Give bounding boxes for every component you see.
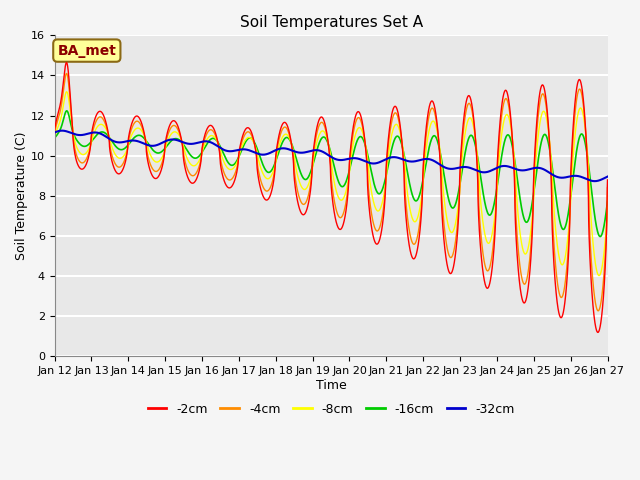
X-axis label: Time: Time [316,379,346,392]
Text: BA_met: BA_met [58,44,116,58]
Legend: -2cm, -4cm, -8cm, -16cm, -32cm: -2cm, -4cm, -8cm, -16cm, -32cm [143,398,520,420]
Title: Soil Temperatures Set A: Soil Temperatures Set A [239,15,422,30]
Y-axis label: Soil Temperature (C): Soil Temperature (C) [15,132,28,260]
